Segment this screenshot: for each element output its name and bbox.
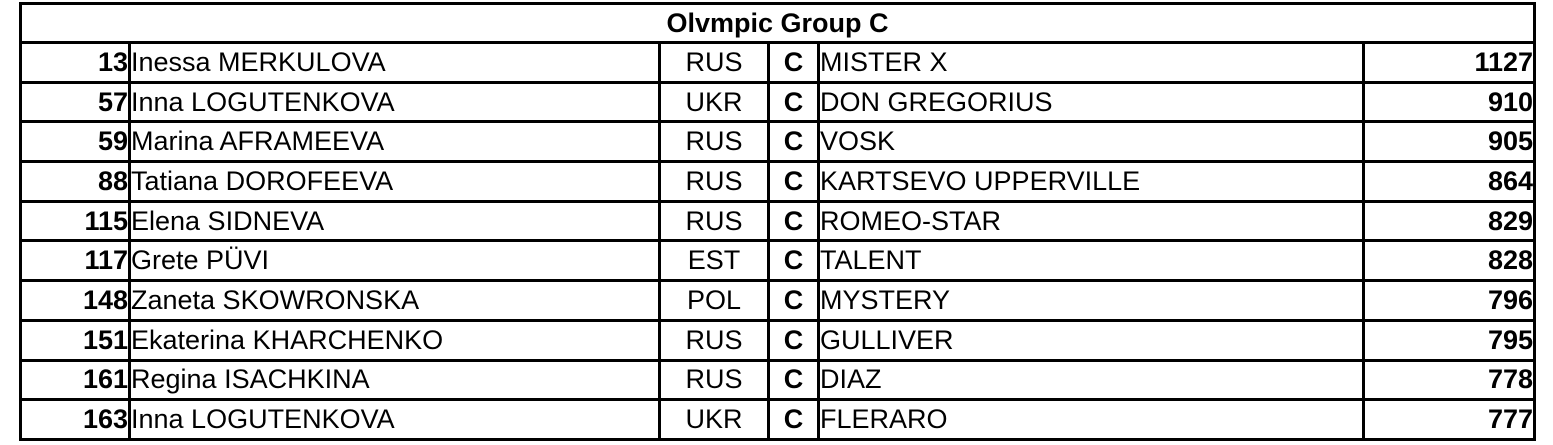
rider-name-cell: Ekaterina KHARCHENKO (128, 318, 661, 362)
horse-name-cell: FLERARO (817, 398, 1365, 441)
start-number-cell: 117 (19, 239, 131, 283)
start-number-cell: 148 (19, 279, 131, 322)
position-letter-cell: C (767, 160, 820, 203)
position-letter-cell: C (767, 239, 820, 283)
rider-name-cell: Inessa MERKULOVA (128, 41, 661, 84)
table-body: 13 Inessa MERKULOVA RUS C MISTER X 1127 57 Inna… (19, 41, 1537, 441)
nation-cell: RUS (658, 160, 770, 203)
nation-cell: POL (658, 279, 770, 322)
points-cell: 1127 (1361, 41, 1537, 84)
position-letter-cell: C (767, 120, 820, 164)
table-row: 13 Inessa MERKULOVA RUS C MISTER X 1127 (19, 41, 1537, 84)
points-cell: 795 (1361, 318, 1537, 362)
start-number-cell: 161 (19, 358, 131, 402)
rider-name-cell: Inna LOGUTENKOVA (128, 398, 661, 441)
position-letter-cell: C (767, 398, 820, 441)
table-row: 59 Marina AFRAMEEVA RUS C VOSK 905 (19, 120, 1537, 164)
nation-cell: RUS (658, 120, 770, 164)
horse-name-cell: VOSK (817, 120, 1365, 164)
horse-name-cell: KARTSEVO UPPERVILLE (817, 160, 1365, 203)
table-row: 57 Inna LOGUTENKOVA UKR C DON GREGORIUS 910 (19, 80, 1537, 124)
points-cell: 828 (1361, 239, 1537, 283)
horse-name-cell: DIAZ (817, 358, 1365, 402)
points-cell: 905 (1361, 120, 1537, 164)
table-row: 151 Ekaterina KHARCHENKO RUS C GULLIVER 795 (19, 318, 1537, 362)
table-row: 117 Grete PÜVI EST C TALENT 828 (19, 239, 1537, 283)
nation-cell: RUS (658, 41, 770, 84)
table-row: 161 Regina ISACHKINA RUS C DIAZ 778 (19, 358, 1537, 402)
position-letter-cell: C (767, 80, 820, 124)
horse-name-cell: MYSTERY (817, 279, 1365, 322)
table-title: Olvmpic Group C (18, 2, 1537, 44)
rider-name-cell: Grete PÜVI (128, 239, 661, 283)
results-table: Olvmpic Group C 13 Inessa MERKULOVA RUS C MI… (18, 2, 1537, 441)
position-letter-cell: C (767, 358, 820, 402)
start-number-cell: 13 (19, 41, 131, 84)
points-cell: 796 (1361, 279, 1537, 322)
horse-name-cell: TALENT (817, 239, 1365, 283)
rider-name-cell: Tatiana DOROFEEVA (128, 160, 661, 203)
horse-name-cell: MISTER X (817, 41, 1365, 84)
nation-cell: UKR (658, 398, 770, 441)
horse-name-cell: GULLIVER (817, 318, 1365, 362)
points-cell: 829 (1361, 199, 1537, 243)
rider-name-cell: Elena SIDNEVA (128, 199, 661, 243)
horse-name-cell: DON GREGORIUS (817, 80, 1365, 124)
nation-cell: RUS (658, 358, 770, 402)
table-row: 163 Inna LOGUTENKOVA UKR C FLERARO 777 (19, 398, 1537, 441)
rider-name-cell: Marina AFRAMEEVA (128, 120, 661, 164)
rider-name-cell: Inna LOGUTENKOVA (128, 80, 661, 124)
rider-name-cell: Zaneta SKOWRONSKA (128, 279, 661, 322)
start-number-cell: 163 (19, 398, 131, 441)
start-number-cell: 57 (19, 80, 131, 124)
nation-cell: UKR (658, 80, 770, 124)
points-cell: 864 (1361, 160, 1537, 203)
table-row: 148 Zaneta SKOWRONSKA POL C MYSTERY 796 (19, 279, 1537, 322)
points-cell: 778 (1361, 358, 1537, 402)
position-letter-cell: C (767, 279, 820, 322)
nation-cell: RUS (658, 318, 770, 362)
start-number-cell: 115 (19, 199, 131, 243)
start-number-cell: 59 (19, 120, 131, 164)
points-cell: 910 (1361, 80, 1537, 124)
position-letter-cell: C (767, 318, 820, 362)
position-letter-cell: C (767, 41, 820, 84)
table-row: 88 Tatiana DOROFEEVA RUS C KARTSEVO UPPERVIL… (19, 160, 1537, 203)
nation-cell: EST (658, 239, 770, 283)
position-letter-cell: C (767, 199, 820, 243)
nation-cell: RUS (658, 199, 770, 243)
start-number-cell: 151 (19, 318, 131, 362)
points-cell: 777 (1361, 398, 1537, 441)
start-number-cell: 88 (19, 160, 131, 203)
table-row: 115 Elena SIDNEVA RUS C ROMEO-STAR 829 (19, 199, 1537, 243)
horse-name-cell: ROMEO-STAR (817, 199, 1365, 243)
rider-name-cell: Regina ISACHKINA (128, 358, 661, 402)
title-row: Olvmpic Group C (18, 2, 1537, 44)
